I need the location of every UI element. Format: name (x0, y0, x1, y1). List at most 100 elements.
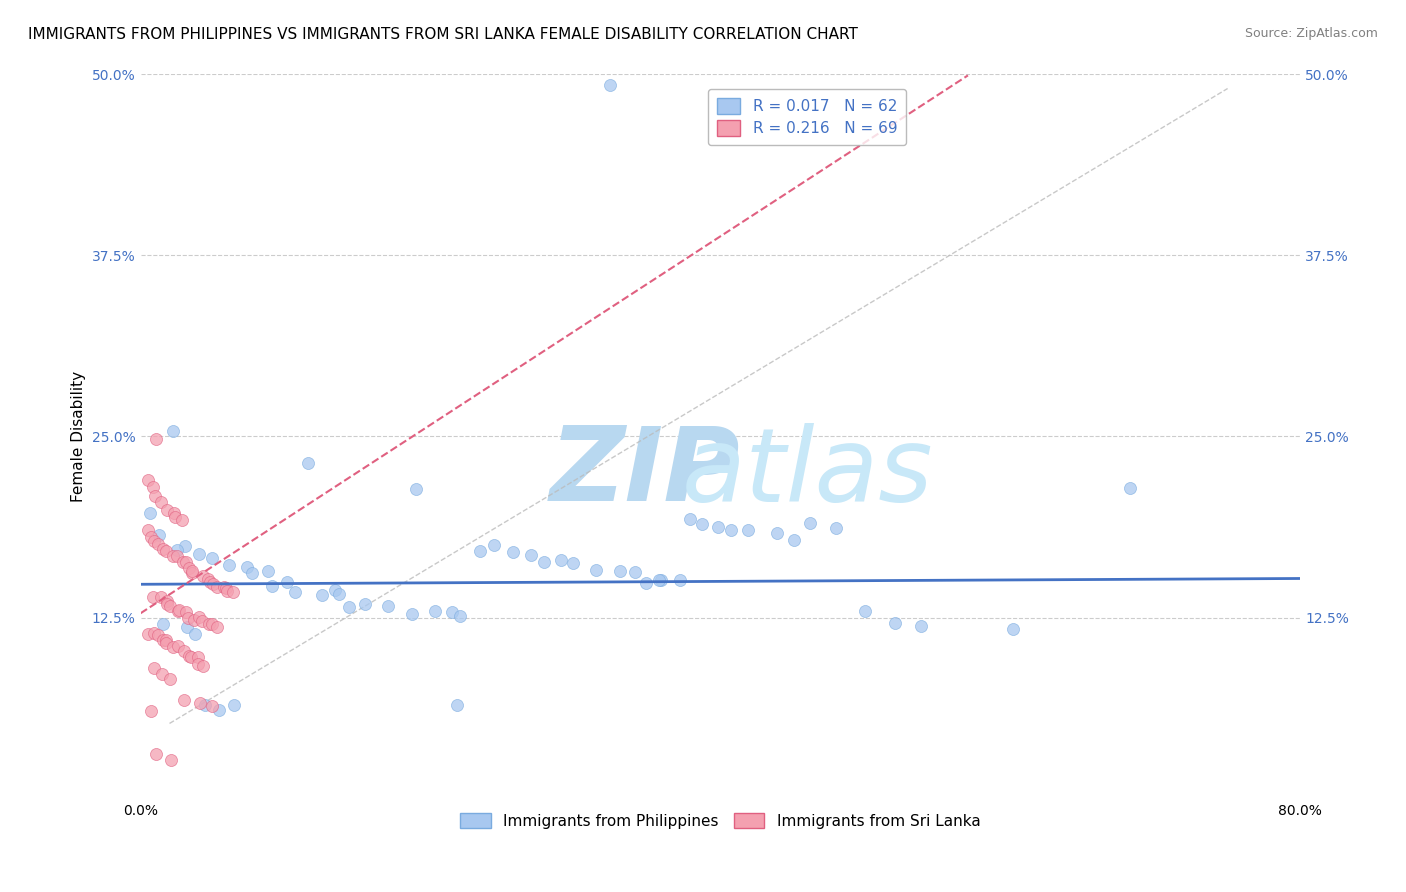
Point (139, 506, 162, 520)
Point (783, 533, 806, 548)
Point (143, 489, 166, 503)
Point (187, 650, 209, 665)
Point (155, 636, 177, 650)
Point (174, 605, 197, 619)
Point (707, 520, 730, 534)
Point (884, 615, 907, 630)
Point (173, 692, 195, 706)
Y-axis label: Female Disability: Female Disability (72, 371, 86, 502)
Point (138, 627, 160, 641)
Point (599, 78, 621, 93)
Point (190, 696, 212, 710)
Point (152, 632, 174, 647)
Text: Source: ZipAtlas.com: Source: ZipAtlas.com (1244, 27, 1378, 40)
Point (162, 640, 184, 655)
Point (222, 698, 245, 713)
Point (177, 649, 200, 664)
Point (156, 594, 179, 608)
Point (191, 658, 214, 673)
Point (194, 698, 217, 712)
Point (201, 551, 224, 566)
Point (139, 705, 162, 719)
Point (910, 619, 932, 633)
Point (201, 617, 224, 632)
Point (191, 569, 214, 583)
Point (217, 584, 239, 599)
Point (648, 573, 671, 587)
Point (650, 573, 672, 587)
Point (162, 424, 184, 438)
Point (405, 482, 427, 496)
Point (162, 549, 184, 563)
Point (205, 580, 228, 594)
Point (446, 698, 468, 712)
Point (200, 699, 222, 714)
Text: atlas: atlas (682, 423, 934, 523)
Point (152, 542, 174, 557)
Point (174, 555, 197, 569)
Point (502, 544, 524, 558)
Point (187, 657, 209, 671)
Point (799, 516, 821, 530)
Point (311, 588, 333, 602)
Point (668, 573, 690, 587)
Point (155, 544, 177, 558)
Point (325, 583, 347, 598)
Point (198, 617, 221, 632)
Point (218, 558, 240, 572)
Point (181, 566, 204, 580)
Point (136, 473, 159, 487)
Point (177, 610, 200, 624)
Text: IMMIGRANTS FROM PHILIPPINES VS IMMIGRANTS FROM SRI LANKA FEMALE DISABILITY CORRE: IMMIGRANTS FROM PHILIPPINES VS IMMIGRANT… (28, 27, 858, 42)
Point (198, 574, 221, 589)
Point (468, 544, 491, 558)
Point (205, 620, 228, 634)
Point (337, 600, 360, 615)
Point (156, 503, 179, 517)
Point (167, 603, 190, 617)
Point (533, 555, 555, 569)
Point (148, 528, 170, 542)
Point (212, 580, 235, 594)
Point (201, 576, 224, 591)
Point (519, 549, 541, 563)
Point (184, 627, 207, 641)
Point (174, 539, 197, 553)
Point (177, 561, 200, 575)
Point (159, 672, 181, 686)
Point (145, 747, 167, 761)
Point (180, 649, 202, 664)
Point (690, 516, 713, 531)
Point (824, 521, 846, 535)
Legend: Immigrants from Philippines, Immigrants from Sri Lanka: Immigrants from Philippines, Immigrants … (454, 806, 987, 835)
Point (484, 538, 506, 552)
Point (260, 579, 283, 593)
Point (257, 565, 280, 579)
Point (284, 584, 307, 599)
Point (222, 584, 245, 599)
Point (765, 525, 787, 540)
Point (449, 608, 471, 623)
Point (737, 523, 759, 537)
Point (328, 587, 350, 601)
Point (609, 564, 631, 578)
Point (159, 753, 181, 767)
Point (176, 620, 198, 634)
Point (197, 572, 219, 586)
Point (149, 495, 172, 509)
Point (159, 599, 181, 614)
Point (679, 512, 702, 526)
Point (181, 564, 204, 578)
Point (166, 549, 188, 563)
Point (276, 575, 298, 590)
Point (141, 530, 163, 544)
Point (236, 560, 259, 574)
Point (187, 547, 209, 561)
Point (636, 575, 658, 590)
Point (163, 506, 186, 520)
Point (188, 610, 211, 624)
Point (401, 607, 423, 621)
Point (152, 617, 174, 632)
Point (550, 553, 572, 567)
Point (143, 533, 166, 548)
